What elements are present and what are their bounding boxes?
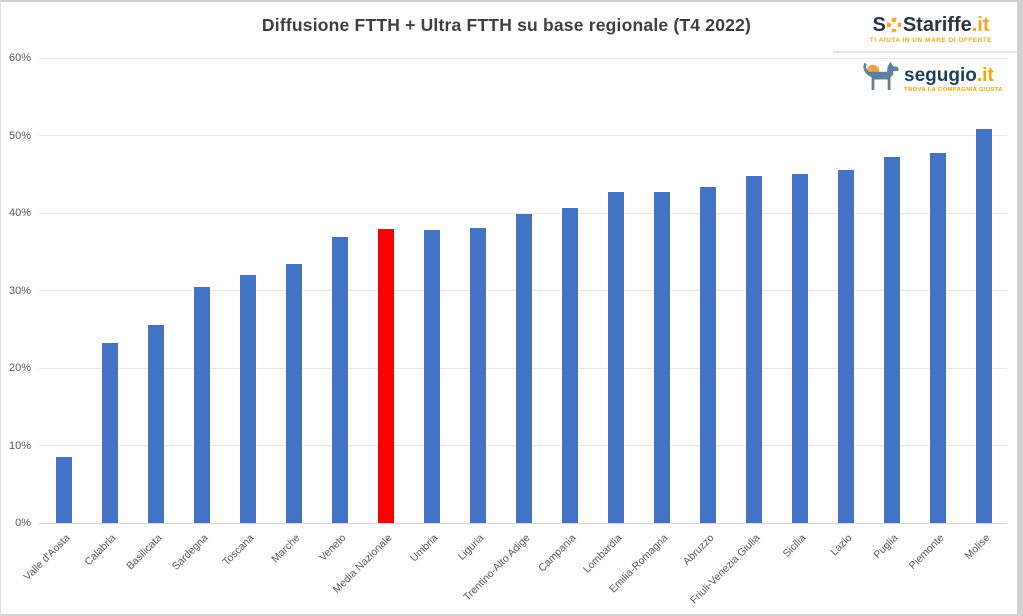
bar-Puglia [884, 157, 900, 523]
bar-highlight-Media Nazionale [378, 229, 394, 523]
segugio-dog-icon [863, 62, 899, 90]
plot-area: 0% 10% 20% 30% 40% 50% 60% Valle d'Aosta Calabri… [9, 52, 1007, 607]
y-axis-tick-label: 20% [8, 362, 31, 374]
bar-Lazio [838, 169, 854, 523]
gridline [39, 57, 1007, 59]
sostariffe-tagline: TI AIUTA IN UN MARE DI OFFERTE [869, 37, 993, 44]
gridline [39, 212, 1007, 214]
bar-Toscana [240, 275, 256, 523]
bar-Friuli-Venezia Giulia [746, 175, 762, 523]
segugio-logo: segugio.it TROVA LA COMPAGNIA GIUSTA [855, 59, 1007, 93]
segugio-wordmark: segugio.it [904, 65, 994, 86]
y-axis-tick-label: 0% [15, 517, 31, 529]
y-axis-tick-label: 40% [8, 207, 31, 219]
sostariffe-prefix: S [872, 14, 886, 36]
bar-Sicilia [792, 174, 808, 523]
bar-Molise [976, 129, 992, 523]
y-axis-tick-label: 50% [8, 129, 31, 142]
bar-Liguria [470, 227, 486, 523]
gridline [39, 522, 1007, 524]
logo-divider [833, 51, 1017, 53]
bar-Emilia-Romagna [654, 192, 670, 523]
lifebuoy-icon [886, 17, 903, 33]
bar-Veneto [332, 237, 348, 523]
bar-Trentino-Alto Adige [516, 213, 532, 523]
bar-Calabria [102, 343, 118, 523]
chart-title: Diffusione FTTH + Ultra FTTH su base reg… [261, 15, 752, 35]
segugio-tagline: TROVA LA COMPAGNIA GIUSTA [904, 87, 1003, 93]
bar-Basilicata [148, 325, 164, 523]
bar-Umbria [424, 230, 440, 523]
y-axis-tick-label: 10% [8, 439, 31, 452]
bar-Valle d'Aosta [56, 457, 72, 523]
bar-Abruzzo [700, 187, 716, 523]
logo-stack: S Stariffe.it TI AIUTA IN UN MARE DI OFFE… [833, 14, 1017, 93]
y-axis-tick-label: 60% [8, 52, 31, 64]
bar-Campania [562, 208, 578, 523]
segugio-wordmark-block: segugio.it TROVA LA COMPAGNIA GIUSTA [904, 59, 1003, 94]
sostariffe-mid: Stariffe [902, 14, 972, 36]
sostariffe-tld: .it [971, 14, 990, 36]
bar-Marche [286, 264, 302, 523]
bar-Lombardia [608, 192, 624, 523]
segugio-tld: .it [976, 65, 994, 86]
sostariffe-logo: S Stariffe.it TI AIUTA IN UN MARE DI OFFE… [855, 14, 1007, 44]
sostariffe-wordmark: S Stariffe.it [855, 14, 1007, 36]
gridline [39, 135, 1007, 136]
bar-Sardegna [194, 286, 210, 523]
bar-Piemonte [930, 153, 946, 523]
x-axis-tick-label: Valle d'Aosta [21, 532, 73, 584]
y-axis-tick-label: 30% [8, 284, 31, 297]
